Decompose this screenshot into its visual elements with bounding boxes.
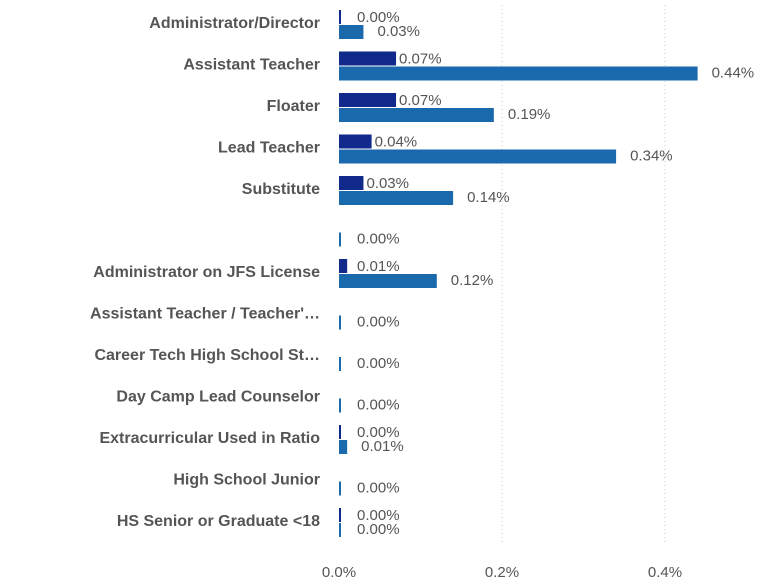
bar: [339, 440, 348, 454]
x-tick-label: 0.4%: [648, 564, 682, 581]
value-label: 0.00%: [357, 396, 400, 413]
bar: [339, 274, 437, 288]
category-label: Extracurricular Used in Ratio: [99, 430, 320, 447]
value-label: 0.07%: [399, 92, 442, 109]
category-label: Assistant Teacher: [183, 57, 320, 74]
category-label: Administrator/Director: [149, 15, 320, 32]
bar: [339, 66, 698, 81]
category-label: High School Junior: [173, 472, 320, 489]
value-label: 0.01%: [357, 258, 400, 275]
bar: [339, 108, 494, 122]
bar: [339, 134, 372, 149]
value-label: 0.34%: [630, 147, 673, 164]
bar: [339, 259, 348, 273]
x-tick-label: 0.0%: [322, 564, 356, 581]
value-label: 0.00%: [357, 355, 400, 372]
bar: [339, 523, 341, 537]
bar: [339, 508, 341, 522]
bar: [339, 191, 454, 205]
bar: [339, 25, 364, 39]
bar: [339, 398, 341, 413]
category-label: Lead Teacher: [218, 140, 320, 157]
value-label: 0.03%: [366, 175, 409, 192]
value-label: 0.19%: [508, 106, 551, 123]
category-label: Floater: [267, 98, 320, 115]
value-label: 0.07%: [399, 50, 442, 67]
bar: [339, 149, 617, 164]
category-label: Day Camp Lead Counselor: [116, 389, 320, 406]
value-label: 0.00%: [357, 313, 400, 330]
value-label: 0.00%: [357, 424, 400, 441]
value-label: 0.14%: [467, 189, 510, 206]
bar: [339, 357, 341, 371]
value-label: 0.00%: [357, 521, 400, 538]
value-label: 0.01%: [361, 438, 404, 455]
bar: [339, 481, 341, 496]
bar: [339, 176, 364, 190]
bar: [339, 51, 397, 66]
bar: [339, 10, 341, 24]
category-label: Substitute: [242, 181, 320, 198]
value-label: 0.00%: [357, 479, 400, 496]
value-label: 0.00%: [357, 230, 400, 247]
category-label: Assistant Teacher / Teacher'…: [90, 306, 320, 323]
bar: [339, 93, 397, 107]
category-label: Career Tech High School St…: [94, 347, 320, 364]
x-tick-label: 0.2%: [485, 564, 519, 581]
value-label: 0.44%: [712, 64, 755, 81]
category-label: Administrator on JFS License: [93, 264, 320, 281]
category-label: HS Senior or Graduate <18: [117, 513, 320, 530]
value-label: 0.04%: [375, 133, 418, 150]
value-label: 0.00%: [357, 507, 400, 524]
bar: [339, 425, 341, 439]
bar: [339, 232, 341, 247]
value-label: 0.00%: [357, 9, 400, 26]
bar: [339, 315, 341, 330]
value-label: 0.03%: [377, 23, 420, 40]
value-label: 0.12%: [451, 272, 494, 289]
